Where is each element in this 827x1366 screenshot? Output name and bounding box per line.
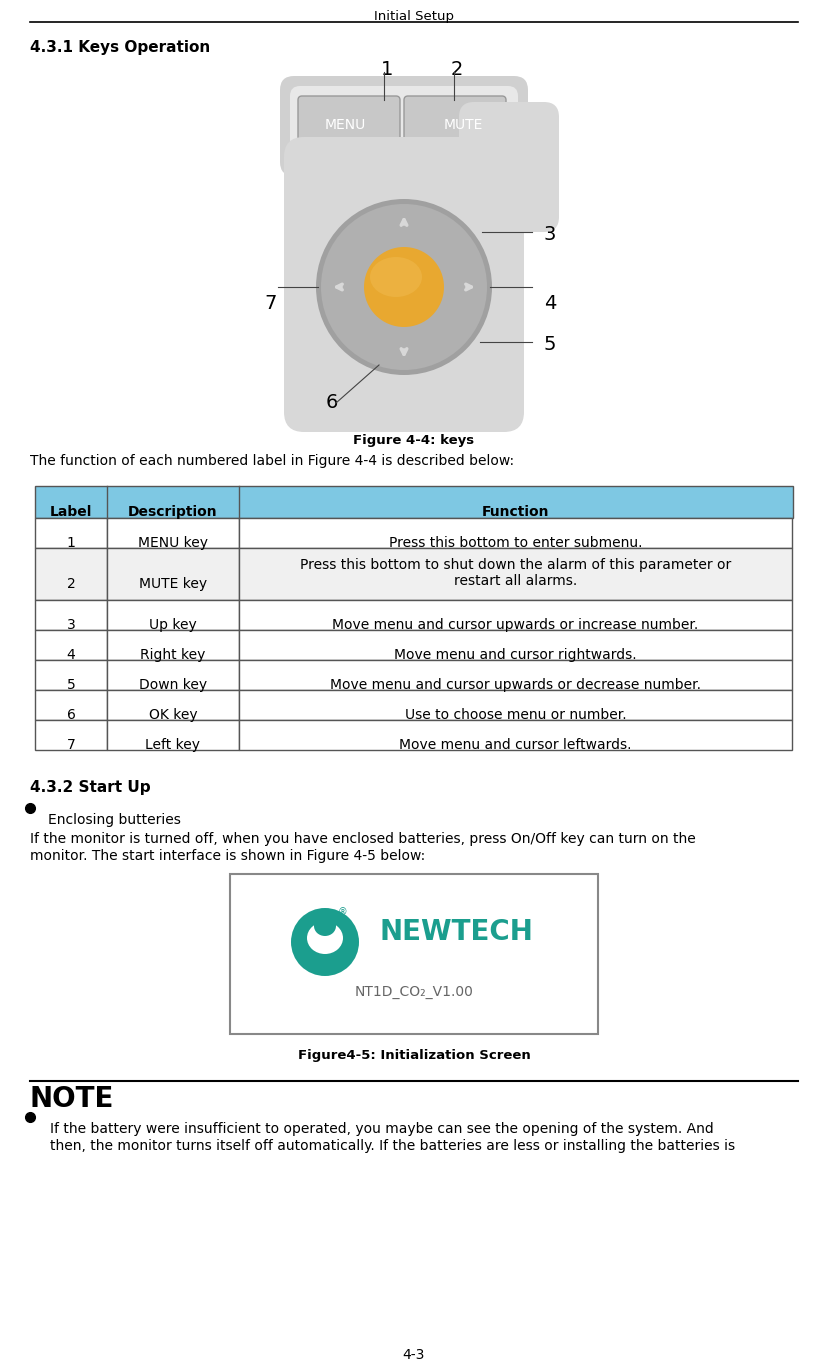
Text: MENU: MENU: [324, 117, 366, 133]
Text: If the monitor is turned off, when you have enclosed batteries, press On/Off key: If the monitor is turned off, when you h…: [30, 832, 695, 846]
Text: restart all alarms.: restart all alarms.: [453, 574, 576, 587]
Text: The function of each numbered label in Figure 4-4 is described below:: The function of each numbered label in F…: [30, 454, 514, 469]
Text: Left key: Left key: [146, 738, 200, 753]
Text: Figure4-5: Initialization Screen: Figure4-5: Initialization Screen: [297, 1049, 530, 1061]
Bar: [107, 720, 239, 750]
Bar: [35, 720, 107, 750]
Text: NEWTECH: NEWTECH: [380, 918, 533, 947]
Text: then, the monitor turns itself off automatically. If the batteries are less or i: then, the monitor turns itself off autom…: [50, 1139, 734, 1153]
FancyBboxPatch shape: [289, 86, 518, 167]
Text: ®: ®: [337, 907, 347, 917]
Text: 1: 1: [66, 535, 75, 550]
FancyBboxPatch shape: [284, 137, 523, 432]
Text: Move menu and cursor upwards or decrease number.: Move menu and cursor upwards or decrease…: [330, 678, 700, 693]
Ellipse shape: [316, 199, 491, 376]
Bar: [35, 486, 792, 518]
Text: MENU key: MENU key: [138, 535, 208, 550]
FancyBboxPatch shape: [404, 96, 505, 156]
Text: NOTE: NOTE: [30, 1085, 114, 1113]
Ellipse shape: [290, 908, 359, 975]
Text: 6: 6: [66, 708, 75, 723]
Text: OK key: OK key: [149, 708, 197, 723]
FancyBboxPatch shape: [280, 76, 528, 176]
Text: monitor. The start interface is shown in Figure 4-5 below:: monitor. The start interface is shown in…: [30, 850, 425, 863]
Text: 7: 7: [264, 294, 276, 313]
Text: Down key: Down key: [139, 678, 207, 693]
Text: Move menu and cursor leftwards.: Move menu and cursor leftwards.: [399, 738, 631, 753]
Text: Right key: Right key: [140, 647, 205, 663]
Text: Press this bottom to enter submenu.: Press this bottom to enter submenu.: [389, 535, 642, 550]
Text: 4-3: 4-3: [402, 1348, 425, 1362]
Text: Description: Description: [128, 505, 218, 519]
Text: MUTE key: MUTE key: [139, 576, 207, 591]
Text: 1: 1: [380, 60, 393, 79]
Text: MUTE: MUTE: [442, 117, 482, 133]
Text: Label: Label: [50, 505, 92, 519]
Bar: [239, 600, 791, 630]
Text: 3: 3: [543, 225, 556, 245]
Bar: [239, 720, 791, 750]
FancyBboxPatch shape: [458, 102, 558, 232]
Text: 4: 4: [543, 294, 556, 313]
Ellipse shape: [370, 257, 422, 296]
Text: 7: 7: [66, 738, 75, 753]
Text: 6: 6: [326, 393, 338, 413]
Text: If the battery were insufficient to operated, you maybe can see the opening of t: If the battery were insufficient to oper…: [50, 1121, 713, 1137]
Bar: [35, 660, 107, 690]
Ellipse shape: [307, 922, 342, 953]
Bar: [107, 548, 239, 600]
Text: 5: 5: [543, 335, 556, 354]
Text: Use to choose menu or number.: Use to choose menu or number.: [404, 708, 625, 723]
Text: NT1D_CO₂_V1.00: NT1D_CO₂_V1.00: [354, 985, 473, 999]
Bar: [35, 630, 107, 660]
Bar: [239, 630, 791, 660]
Bar: [107, 518, 239, 548]
Bar: [107, 630, 239, 660]
Text: Figure 4-4: keys: Figure 4-4: keys: [353, 434, 474, 447]
Text: Move menu and cursor rightwards.: Move menu and cursor rightwards.: [394, 647, 636, 663]
Bar: [107, 690, 239, 720]
Bar: [239, 548, 791, 600]
Ellipse shape: [364, 247, 443, 326]
Bar: [35, 690, 107, 720]
Text: 4: 4: [66, 647, 75, 663]
FancyBboxPatch shape: [298, 96, 399, 156]
Bar: [239, 690, 791, 720]
Text: Move menu and cursor upwards or increase number.: Move menu and cursor upwards or increase…: [332, 617, 698, 632]
Text: 2: 2: [450, 60, 462, 79]
Bar: [239, 660, 791, 690]
Bar: [35, 548, 107, 600]
Text: 3: 3: [66, 617, 75, 632]
Text: Enclosing butteries: Enclosing butteries: [48, 813, 180, 826]
Ellipse shape: [313, 917, 336, 936]
Text: 5: 5: [66, 678, 75, 693]
Text: 4.3.2 Start Up: 4.3.2 Start Up: [30, 780, 151, 795]
Text: OK: OK: [390, 291, 417, 309]
Text: Up key: Up key: [149, 617, 197, 632]
Text: 2: 2: [66, 576, 75, 591]
Bar: [239, 518, 791, 548]
Text: 4.3.1 Keys Operation: 4.3.1 Keys Operation: [30, 40, 210, 55]
Bar: [107, 660, 239, 690]
Bar: [35, 600, 107, 630]
Text: Initial Setup: Initial Setup: [374, 10, 453, 23]
Bar: [35, 518, 107, 548]
Bar: [230, 874, 597, 1034]
Bar: [107, 600, 239, 630]
Ellipse shape: [321, 204, 486, 370]
Text: Press this bottom to shut down the alarm of this parameter or: Press this bottom to shut down the alarm…: [299, 557, 730, 572]
Text: Function: Function: [481, 505, 548, 519]
